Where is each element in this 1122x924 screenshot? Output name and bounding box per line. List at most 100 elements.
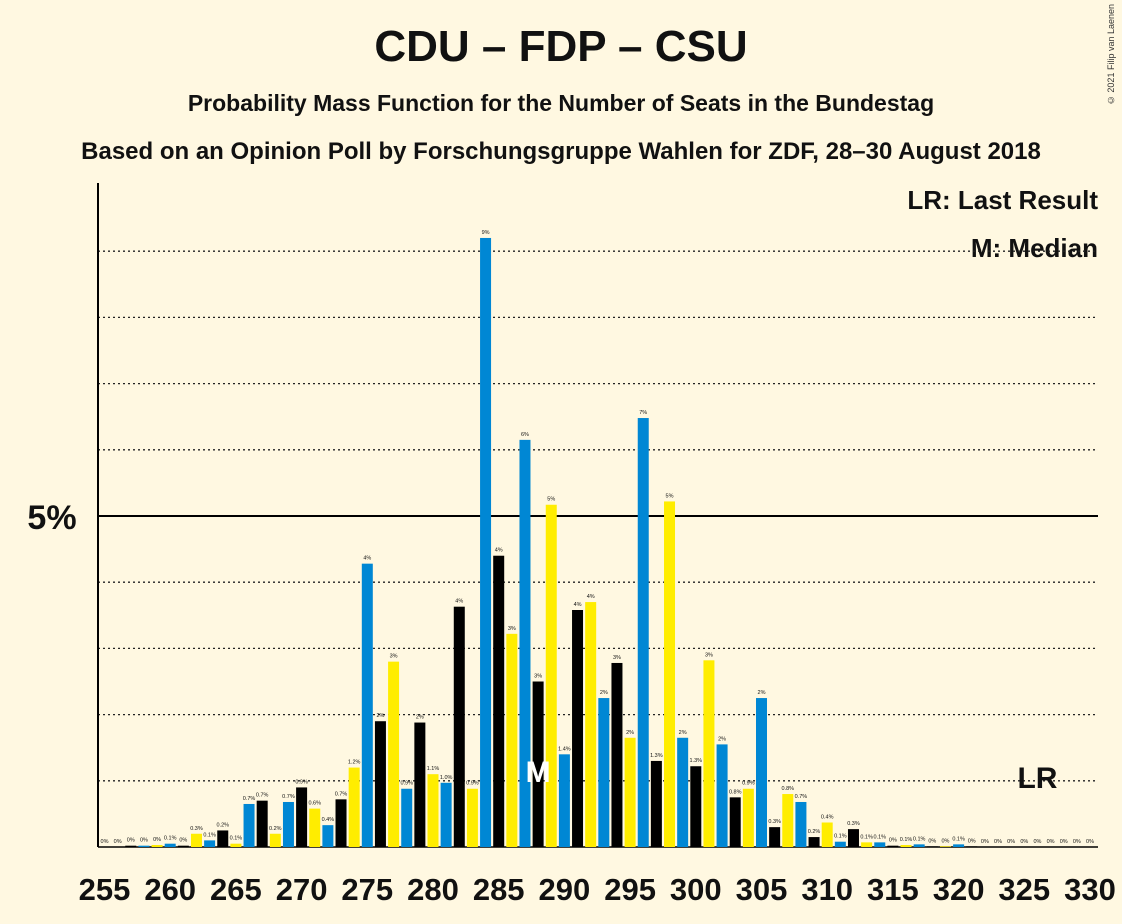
bar-257 bbox=[125, 845, 137, 847]
bar-label-265: 0.1% bbox=[230, 836, 243, 842]
bar-285 bbox=[493, 555, 505, 847]
bar-label-280: 1.1% bbox=[427, 766, 440, 772]
bar-label-314: 0.1% bbox=[873, 834, 886, 840]
bar-320 bbox=[953, 844, 965, 847]
bar-label-321: 0% bbox=[968, 838, 976, 844]
bar-314 bbox=[874, 842, 886, 847]
bar-label-269: 0.7% bbox=[282, 794, 295, 800]
bar-294 bbox=[611, 662, 623, 847]
bar-label-291: 4% bbox=[574, 602, 582, 608]
bar-306 bbox=[769, 827, 781, 847]
bar-label-317: 0.1% bbox=[913, 836, 926, 842]
bar-293 bbox=[598, 698, 610, 847]
bar-label-292: 4% bbox=[587, 594, 595, 600]
bar-284 bbox=[480, 237, 492, 847]
bar-label-300: 1.3% bbox=[690, 758, 703, 764]
bar-311 bbox=[834, 841, 846, 847]
bar-321 bbox=[966, 846, 978, 847]
bar-260 bbox=[164, 843, 176, 847]
bar-label-303: 0.8% bbox=[729, 789, 742, 795]
bar-269 bbox=[282, 801, 294, 847]
bar-label-259: 0% bbox=[153, 837, 161, 843]
y-tick-label: 5% bbox=[27, 499, 76, 537]
bar-label-304: 0.9% bbox=[742, 781, 755, 787]
bar-302 bbox=[716, 744, 728, 847]
bar-305 bbox=[756, 698, 767, 847]
bar-label-285: 4% bbox=[495, 548, 503, 554]
bar-label-322: 0% bbox=[981, 839, 989, 845]
bar-label-281: 1.0% bbox=[440, 775, 453, 781]
bar-288 bbox=[532, 681, 544, 847]
x-tick-label-290: 290 bbox=[539, 872, 591, 907]
bar-label-255: 0% bbox=[101, 839, 109, 845]
x-tick-label-285: 285 bbox=[473, 872, 525, 907]
bar-label-308: 0.7% bbox=[795, 794, 808, 800]
bar-label-261: 0% bbox=[179, 838, 187, 844]
bar-label-324: 0% bbox=[1007, 839, 1015, 845]
bar-label-268: 0.2% bbox=[269, 826, 282, 832]
bar-308 bbox=[795, 801, 807, 847]
bar-label-316: 0.1% bbox=[900, 837, 913, 843]
bar-label-307: 0.8% bbox=[782, 786, 795, 792]
bar-label-266: 0.7% bbox=[243, 796, 256, 802]
bar-286 bbox=[506, 633, 518, 847]
x-tick-label-310: 310 bbox=[801, 872, 853, 907]
bar-label-312: 0.3% bbox=[847, 821, 860, 827]
bar-label-289: 5% bbox=[547, 497, 555, 503]
bar-label-290: 1.4% bbox=[558, 746, 571, 752]
bar-268 bbox=[269, 833, 281, 847]
bar-290 bbox=[558, 754, 570, 847]
bar-273 bbox=[335, 799, 347, 847]
x-tick-label-295: 295 bbox=[604, 872, 656, 907]
bar-label-293: 2% bbox=[600, 690, 608, 696]
bar-label-320: 0.1% bbox=[952, 836, 965, 842]
bar-label-326: 0% bbox=[1033, 839, 1041, 845]
legend-last-result: LR: Last Result bbox=[907, 185, 1098, 215]
bar-292 bbox=[585, 602, 597, 847]
bar-label-294: 3% bbox=[613, 655, 621, 661]
bar-label-325: 0% bbox=[1020, 839, 1028, 845]
bar-298 bbox=[664, 501, 676, 847]
bar-267 bbox=[256, 800, 268, 847]
x-tick-label-265: 265 bbox=[210, 872, 262, 907]
bar-label-262: 0.3% bbox=[190, 826, 203, 832]
bar-label-315: 0% bbox=[889, 838, 897, 844]
bar-label-306: 0.3% bbox=[768, 819, 781, 825]
bar-label-257: 0% bbox=[127, 838, 135, 844]
bar-label-288: 3% bbox=[534, 674, 542, 680]
bar-label-277: 3% bbox=[390, 654, 398, 660]
bar-label-319: 0% bbox=[941, 838, 949, 844]
bar-261 bbox=[177, 845, 189, 847]
bar-label-298: 5% bbox=[666, 493, 674, 499]
bar-296 bbox=[637, 418, 649, 847]
x-tick-label-255: 255 bbox=[79, 872, 131, 907]
bar-279 bbox=[414, 722, 426, 847]
bar-263 bbox=[204, 840, 216, 847]
bar-label-264: 0.2% bbox=[216, 822, 229, 828]
bar-287 bbox=[519, 439, 531, 847]
bar-295 bbox=[624, 737, 636, 847]
bar-291 bbox=[572, 610, 584, 847]
bar-label-323: 0% bbox=[994, 839, 1002, 845]
bar-309 bbox=[808, 837, 820, 847]
bar-276 bbox=[374, 721, 386, 847]
bar-304 bbox=[742, 788, 754, 847]
chart-source-line: Based on an Opinion Poll by Forschungsgr… bbox=[81, 138, 1041, 165]
bar-label-305: 2% bbox=[758, 690, 766, 696]
bar-300 bbox=[690, 766, 702, 847]
bar-label-329: 0% bbox=[1073, 839, 1081, 845]
bar-label-318: 0% bbox=[928, 838, 936, 844]
x-tick-label-330: 330 bbox=[1064, 872, 1116, 907]
bar-280 bbox=[427, 774, 439, 847]
bar-label-327: 0% bbox=[1047, 839, 1055, 845]
x-tick-label-300: 300 bbox=[670, 872, 722, 907]
bar-label-256: 0% bbox=[114, 839, 122, 845]
bar-label-275: 4% bbox=[363, 556, 371, 562]
bar-258 bbox=[138, 845, 150, 847]
bar-315 bbox=[887, 845, 899, 847]
legend-median: M: Median bbox=[970, 233, 1098, 263]
bar-label-286: 3% bbox=[508, 626, 516, 632]
bar-265 bbox=[230, 843, 242, 847]
bar-259 bbox=[151, 845, 163, 847]
bar-label-297: 1.3% bbox=[650, 753, 663, 759]
